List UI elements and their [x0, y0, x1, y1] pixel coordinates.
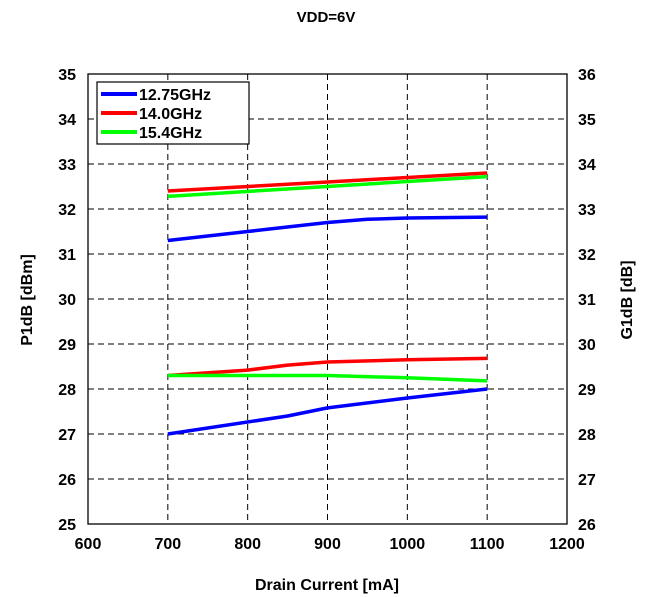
series-layer [167, 171, 488, 436]
y2-tick-label: 33 [578, 202, 596, 219]
x-axis-label: Drain Current [mA] [255, 577, 399, 594]
y-axis-label: P1dB [dBm] [19, 254, 36, 346]
y2-tick-label: 35 [578, 112, 596, 129]
y2-tick-label: 31 [578, 292, 596, 309]
y-tick-label: 34 [58, 112, 76, 129]
x-tick-label: 700 [154, 536, 181, 553]
ticks: 600 700 800 900 1000 1100 1200 25 26 27 28 29 30 31 32… [58, 67, 596, 553]
legend-label: 12.75GHz [139, 87, 211, 104]
y-tick-label: 25 [58, 517, 76, 534]
y-tick-label: 27 [58, 427, 76, 444]
plot-frame [87, 73, 568, 525]
grid [88, 74, 567, 524]
series-line [167, 373, 488, 383]
y2-tick-label: 28 [578, 427, 596, 444]
series-line [167, 215, 488, 243]
x-tick-label: 1100 [470, 536, 505, 553]
y-tick-label: 30 [58, 292, 76, 309]
y-tick-label: 33 [58, 157, 76, 174]
series-line [167, 171, 488, 193]
legend-label: 15.4GHz [139, 125, 202, 142]
x-tick-label: 1000 [390, 536, 426, 553]
series-line [167, 174, 488, 199]
x-tick-label: 800 [234, 536, 261, 553]
series-line [167, 387, 488, 436]
y-tick-label: 26 [58, 472, 76, 489]
y-tick-label: 28 [58, 382, 76, 399]
x-tick-label: 600 [75, 536, 102, 553]
y2-tick-label: 30 [578, 337, 596, 354]
y2-tick-label: 27 [578, 472, 596, 489]
chart-title: VDD=6V [297, 9, 356, 26]
y2-tick-label: 34 [578, 157, 596, 174]
y-tick-label: 35 [58, 67, 76, 84]
series-line [167, 356, 488, 378]
y-tick-label: 29 [58, 337, 76, 354]
y2-tick-label: 32 [578, 247, 596, 264]
y-tick-label: 31 [58, 247, 76, 264]
y2-tick-label: 26 [578, 517, 596, 534]
x-tick-label: 900 [314, 536, 341, 553]
y2-axis-label: G1dB [dB] [619, 260, 636, 339]
y2-tick-label: 36 [578, 67, 596, 84]
legend: 12.75GHz 14.0GHz 15.4GHz [96, 81, 250, 145]
y-tick-label: 32 [58, 202, 76, 219]
y2-tick-label: 29 [578, 382, 596, 399]
x-tick-label: 1200 [549, 536, 585, 553]
legend-label: 14.0GHz [139, 106, 202, 123]
